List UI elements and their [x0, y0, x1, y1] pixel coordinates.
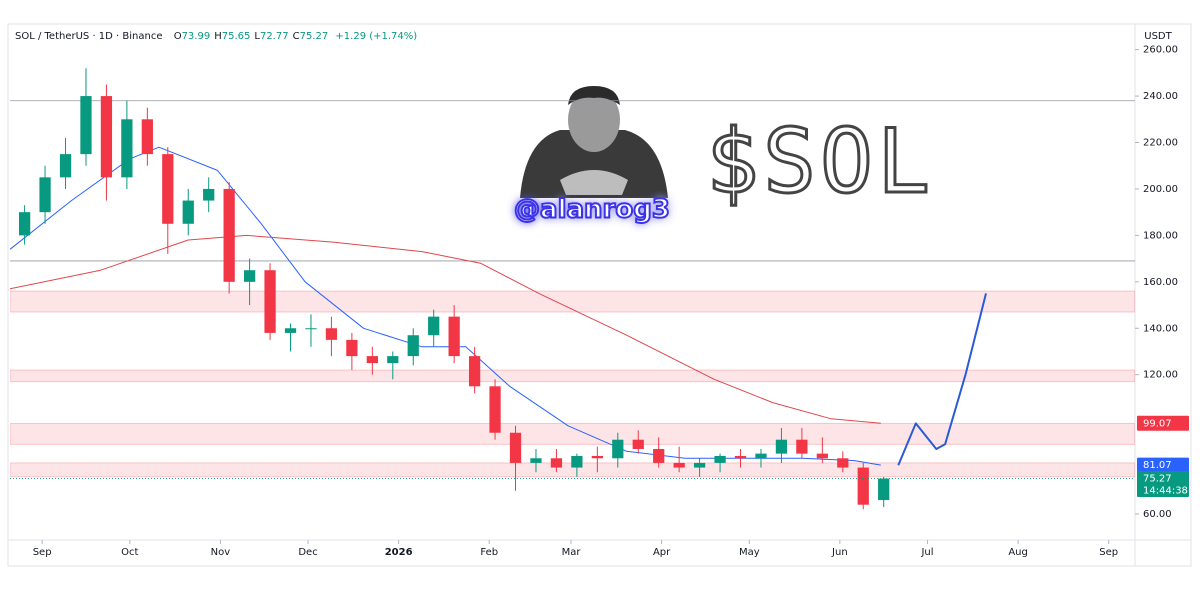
- x-tick-label: Sep: [1099, 547, 1118, 558]
- candle-body: [366, 356, 378, 364]
- y-tick-label: 160.00: [1143, 277, 1178, 288]
- candle-body: [284, 328, 297, 333]
- ohlc-value: 72.77: [260, 31, 289, 42]
- candle-body: [775, 439, 788, 454]
- zone: [10, 290, 1135, 313]
- change: +1.29 (+1.74%): [335, 31, 417, 42]
- candle-body: [428, 316, 440, 336]
- candle-body: [182, 200, 194, 224]
- candle-body: [857, 467, 869, 505]
- price-label: 75.27: [1143, 474, 1172, 485]
- candle-body: [346, 339, 358, 357]
- y-tick-label: 220.00: [1143, 138, 1178, 149]
- price-label-box: [1137, 471, 1189, 498]
- indicator-line: [10, 234, 881, 424]
- y-tick-label: 120.00: [1143, 370, 1178, 381]
- candle-body: [141, 119, 153, 155]
- candle-body: [305, 328, 317, 330]
- candle-body: [612, 439, 624, 459]
- candle-body: [100, 96, 113, 178]
- price-label: 81.07: [1143, 460, 1172, 471]
- x-tick-label: Mar: [562, 547, 582, 558]
- y-tick-label: 260.00: [1143, 45, 1178, 56]
- candle-body: [509, 432, 522, 463]
- candle-body: [59, 154, 72, 178]
- header: SOL / TetherUS · 1D · Binance O73.99 H75.…: [15, 31, 417, 42]
- y-tick-label: 200.00: [1143, 184, 1178, 195]
- x-tick-label: Aug: [1008, 547, 1028, 558]
- indicator-line: [897, 293, 987, 466]
- candle-body: [121, 119, 133, 178]
- candle-body: [18, 212, 31, 236]
- x-tick-label: 2026: [385, 547, 413, 558]
- y-tick-label: 60.00: [1143, 509, 1172, 520]
- y-tick-label: 240.00: [1143, 91, 1178, 102]
- candle-body: [162, 154, 174, 224]
- candle-body: [734, 455, 747, 459]
- y-tick-label: 140.00: [1143, 323, 1178, 334]
- price-label-box: [1137, 457, 1189, 473]
- handle: @alanrog3: [514, 195, 670, 225]
- portrait: [520, 86, 668, 198]
- ohlc-letter: H: [214, 31, 222, 42]
- ohlc-letter: O: [174, 31, 182, 42]
- candle-body: [387, 356, 399, 364]
- candle-body: [755, 453, 767, 459]
- candle-body: [693, 462, 706, 468]
- ohlc-value: 75.27: [300, 31, 329, 42]
- x-tick-label: Sep: [33, 547, 52, 558]
- candle-body: [80, 96, 92, 155]
- candle-body: [468, 356, 481, 387]
- x-tick-label: Dec: [298, 547, 317, 558]
- candle-body: [264, 270, 276, 333]
- candle-body: [653, 448, 665, 463]
- ohlc-value: 75.65: [222, 31, 251, 42]
- currency: USDT: [1144, 31, 1172, 42]
- candle-body: [571, 455, 583, 468]
- symbol: SOL / TetherUS · 1D · Binance: [15, 31, 163, 42]
- candle-body: [325, 328, 338, 340]
- ohlc-letter: C: [293, 31, 300, 42]
- axes: 260.00 240.00 220.00 200.00 180.00 160.00 140.…: [33, 45, 1189, 558]
- candle-body: [243, 270, 256, 282]
- x-tick-label: Feb: [480, 547, 498, 558]
- x-tick-label: May: [739, 547, 760, 558]
- plot-area: [10, 68, 1135, 510]
- candle-body: [878, 478, 890, 501]
- ohlc-value: 73.99: [182, 31, 211, 42]
- candle-body: [39, 177, 51, 213]
- zone: [10, 422, 1135, 445]
- candle-body: [632, 439, 644, 449]
- candle-body: [816, 453, 828, 459]
- y-tick-label: 180.00: [1143, 230, 1178, 241]
- candle-body: [550, 458, 563, 468]
- x-tick-label: Jun: [831, 547, 848, 558]
- indicator-line: [10, 146, 881, 466]
- zone: [10, 369, 1135, 383]
- price-label-box: [1137, 415, 1189, 431]
- candle-body: [530, 458, 542, 463]
- candle-body: [223, 188, 235, 282]
- ohlc-letter: L: [254, 31, 260, 42]
- candle-body: [591, 455, 603, 459]
- candle-body: [203, 188, 215, 201]
- candle-body: [837, 458, 849, 468]
- ticker-annotation: $SOL: [706, 110, 934, 213]
- x-tick-label: Nov: [211, 547, 231, 558]
- x-tick-label: Oct: [121, 547, 138, 558]
- candle-body: [673, 462, 685, 468]
- countdown: 14:44:38: [1143, 486, 1188, 497]
- candle-body: [714, 455, 726, 463]
- candle-body: [407, 335, 419, 357]
- x-tick-label: Apr: [653, 547, 671, 558]
- price-label: 99.07: [1143, 418, 1172, 429]
- candle-body: [796, 439, 808, 454]
- ohlc: O73.99 H75.65 L72.77 C75.27: [174, 31, 329, 42]
- candle-body: [448, 316, 460, 357]
- candle-body: [489, 386, 501, 433]
- x-tick-label: Jul: [920, 547, 933, 558]
